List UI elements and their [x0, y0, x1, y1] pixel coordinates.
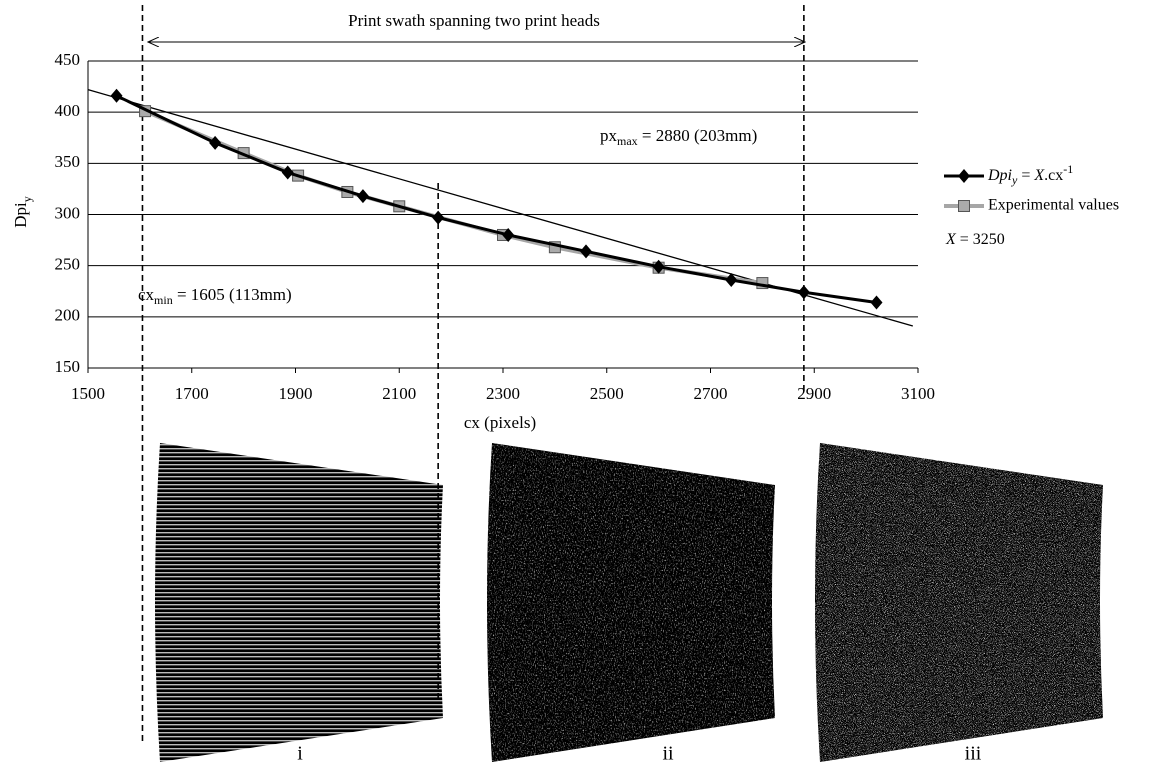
legend-label: Experimental values: [988, 197, 1119, 214]
y-tick-label: 400: [55, 101, 81, 120]
y-tick-label: 250: [55, 255, 81, 274]
top-note: Print swath spanning two print heads: [348, 11, 600, 30]
panel-label: ii: [662, 743, 674, 765]
x-axis-label: cx (pixels): [464, 413, 536, 432]
figure: Print swath spanning two print heads cx …: [0, 0, 1157, 772]
y-axis-label: Dpiy: [11, 196, 34, 228]
panel-images: [150, 440, 1110, 770]
x-tick-label: 1500: [71, 384, 105, 403]
panel-label: i: [297, 743, 303, 765]
x-tick-label: 2700: [694, 384, 728, 403]
y-tick-label: 150: [55, 357, 81, 376]
y-tick-label: 350: [55, 152, 81, 171]
data-point: [357, 189, 369, 203]
x-tick-label: 1900: [279, 384, 313, 403]
x-tick-label: 3100: [901, 384, 935, 403]
annotation: cxmin = 1605 (113mm): [138, 285, 292, 307]
data-point: [111, 89, 123, 103]
constant-note: X = 3250: [945, 231, 1005, 248]
x-tick-label: 1700: [175, 384, 209, 403]
data-point: [432, 211, 444, 225]
x-tick-label: 2900: [797, 384, 831, 403]
legend-marker: [958, 169, 970, 183]
x-tick-label: 2500: [590, 384, 624, 403]
data-point: [798, 285, 810, 299]
series-line: [117, 96, 877, 303]
annotation: pxmax = 2880 (203mm): [600, 126, 757, 148]
y-tick-label: 450: [55, 50, 81, 69]
legend-marker: [959, 201, 970, 212]
x-tick-label: 2100: [382, 384, 416, 403]
y-tick-label: 300: [55, 203, 81, 222]
y-tick-label: 200: [55, 306, 81, 325]
x-tick-label: 2300: [486, 384, 520, 403]
panel-label: iii: [965, 743, 982, 765]
legend-label: Dpiy = X.cx-1: [987, 162, 1073, 187]
data-point: [871, 296, 883, 310]
